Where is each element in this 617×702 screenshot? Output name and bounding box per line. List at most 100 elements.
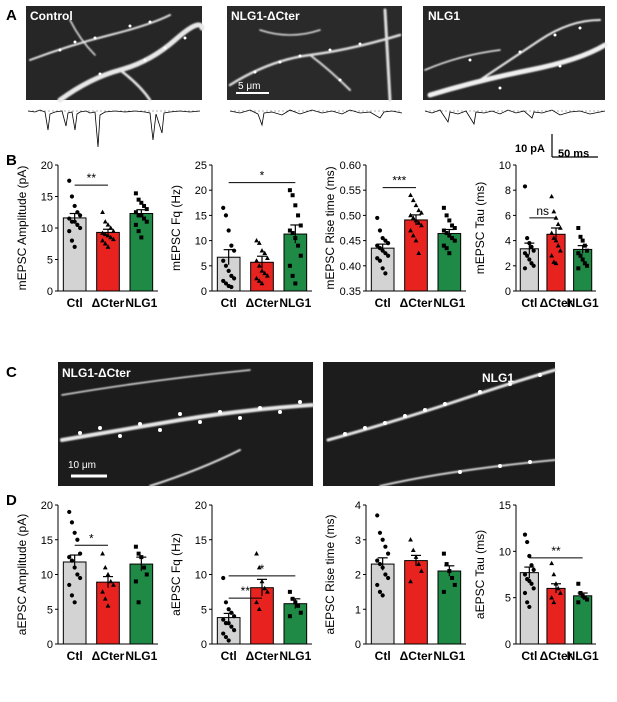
data-point [555,585,561,591]
data-point [75,222,80,227]
data-point [413,202,419,208]
data-point [452,582,457,587]
significance-label: ** [551,544,561,558]
data-point [380,266,385,271]
y-axis-label: aEPSC Rise time (ms) [323,514,337,634]
data-point [296,213,301,218]
bar [129,563,154,645]
data-point [144,207,149,212]
data-point [527,553,532,559]
y-tick-label: 6 [505,210,511,222]
data-point [100,230,105,235]
data-point [551,235,557,240]
bar [96,581,120,645]
y-tick-label: 10 [499,160,511,172]
trace-scale-amp: 10 pA [515,143,545,155]
data-point [293,203,298,208]
y-tick-label: 5 [505,593,511,605]
data-point [444,213,449,218]
data-point [522,532,528,537]
data-point [75,572,80,577]
scale-label-5um: 5 μm [238,81,260,92]
bar [250,587,274,645]
data-point [229,243,234,248]
data-point [259,578,265,584]
x-tick-label: NLG1 [125,296,157,310]
data-point [221,617,226,622]
x-tick-label: Ctl [375,649,391,663]
x-tick-label: Ctl [221,296,237,310]
data-point [226,638,231,643]
data-point [290,231,295,236]
data-point [377,561,383,567]
data-point [408,578,413,584]
data-point [229,284,234,290]
data-point [108,578,114,584]
data-point [298,253,303,258]
data-point [416,561,422,566]
data-point [383,251,388,256]
data-point [105,222,111,227]
data-point [111,582,116,587]
data-point [377,246,383,251]
data-point [136,213,141,218]
data-point [139,235,144,240]
micrograph-label-nlg1: NLG1 [428,9,460,23]
data-point [232,248,237,253]
data-point [447,251,452,256]
data-point [450,223,455,228]
data-point [447,569,452,574]
data-point [576,226,581,230]
data-point [75,537,80,542]
data-point [139,555,144,560]
data-point [229,624,234,629]
data-point [100,589,105,594]
data-point [102,596,108,601]
significance-label: ** [87,171,97,185]
bar [62,217,87,292]
x-tick-label: ΔCter [92,649,125,663]
data-point [78,575,83,581]
data-point [557,225,563,230]
y-tick-label: 20 [195,185,207,197]
data-point [522,184,528,189]
panel-label-b: B [6,152,17,169]
data-point [136,229,141,234]
trace-scale-bar: 10 pA 50 ms [515,134,598,160]
data-point [67,229,72,234]
data-point [529,244,534,249]
y-tick-label: 5 [47,604,53,616]
data-point [298,223,303,228]
y-axis-label: mEPSC Amplitude (pA) [15,166,29,291]
data-point [413,217,419,223]
data-point [254,275,259,281]
data-point [576,251,581,256]
data-point [223,213,229,218]
data-point [256,564,262,570]
data-point [529,581,534,586]
data-point [133,191,138,196]
data-point [531,586,536,591]
data-point [232,276,237,281]
data-point [527,604,532,610]
data-point [287,228,292,233]
data-point [444,562,449,567]
data-point [72,244,77,249]
data-point [265,255,270,261]
data-point [100,238,105,243]
y-tick-label: 10 [195,236,207,248]
data-point [444,231,449,236]
data-point [72,203,77,209]
y-tick-label: 15 [195,535,207,547]
data-point [72,530,77,535]
data-point [582,261,587,266]
chart-0: 0 5 10 15 20 mEPSC Amplitude (pA) Ctl ΔCter NLG1… [15,160,158,310]
data-point [290,273,295,278]
y-tick-label: 20 [41,160,53,172]
data-point [447,233,452,238]
data-point [223,634,229,640]
data-point [67,178,72,183]
data-point [293,600,298,605]
